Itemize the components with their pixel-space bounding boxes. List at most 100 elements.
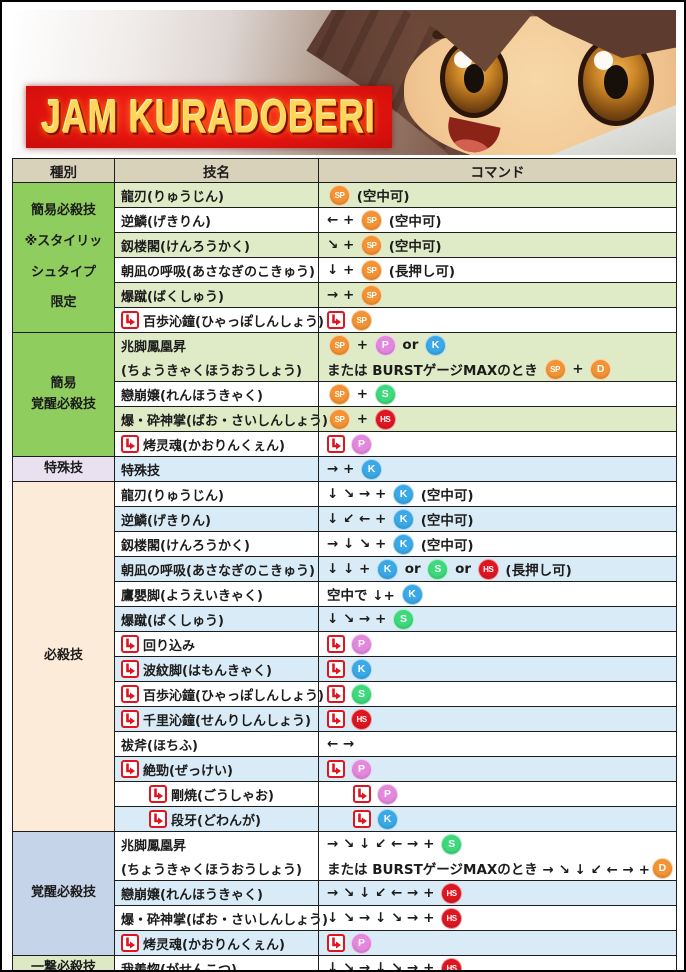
move-name-text: 千里沁鐘(せんりしんしょう) (143, 713, 311, 729)
move-row: 爆・砕神掌(ばお・さいしんしょう) SP + HS (13, 406, 677, 432)
section-label: 覚醒必殺技 (12, 831, 115, 956)
followup-arrow-icon (121, 934, 139, 952)
command-cell: P (318, 781, 677, 807)
hs-button-icon: HS (441, 957, 463, 970)
command-cell: ↓ ↘ → + K (空中可) (318, 481, 677, 507)
command-line: ↓ ↘ → + K (空中可) (319, 482, 676, 506)
move-row: 剛焼(ごうしゃお) P (13, 781, 677, 807)
command-text: ↓ ↘ → + (327, 611, 392, 627)
move-name-line: 戀崩嬢(れんほうきゃく) (115, 382, 318, 406)
section-label: 一撃必殺技 (12, 955, 115, 970)
command-text: + (567, 361, 589, 377)
command-line: または BURSTゲージMAXのとき SP + D (319, 357, 676, 381)
move-name-cell: 龍刃(りゅうじん) (114, 182, 319, 208)
move-name-text: 剛焼(ごうしゃお) (171, 788, 274, 804)
followup-arrow-icon (327, 660, 345, 678)
command-text: → ↓ ↘ + (327, 536, 392, 552)
command-text: ↓ ↓ + (327, 561, 376, 577)
s-button-icon: S (441, 833, 463, 855)
move-name-cell: 釼楼閣(けんろうかく) (114, 232, 319, 258)
section-label: 特殊技 (12, 456, 115, 482)
command-cell: HS (318, 706, 677, 732)
followup-arrow-icon (353, 810, 371, 828)
sp-button-icon: SP (361, 234, 383, 256)
command-text: (空中可) (384, 239, 442, 255)
move-name-cell: 爆蹴(ばくしゅう) (114, 606, 319, 632)
command-line: → + K (319, 457, 676, 481)
command-cell: P (318, 756, 677, 782)
move-row: 特殊技 特殊技 → + K (12, 456, 677, 482)
column-header: 種別 (12, 158, 115, 183)
followup-arrow-icon (121, 311, 139, 329)
k-button-icon: K (393, 508, 415, 530)
sp-button-icon: SP (329, 408, 350, 430)
command-text: or (450, 561, 476, 577)
followup-arrow-icon (327, 934, 345, 952)
move-name-text: 爆蹴(ばくしゅう) (121, 613, 224, 629)
hs-button-icon: HS (441, 907, 463, 929)
s-button-icon: S (351, 683, 372, 705)
command-line: P (319, 632, 676, 656)
move-name-line: 爆・砕神掌(ばお・さいしんしょう) (115, 906, 328, 930)
command-cell: ↓ ↓ + K or S or HS (長押し可) (318, 556, 677, 582)
command-line: SP (319, 308, 676, 332)
move-name-line: 兆脚鳳凰昇 (115, 832, 318, 856)
command-cell: → ↘ ↓ ↙ ← → + HS (318, 880, 677, 906)
d-button-icon: D (651, 857, 673, 879)
k-button-icon: K (393, 533, 415, 555)
move-name-text: 絶勁(ぜっけい) (143, 763, 233, 779)
move-name-cell: 剛焼(ごうしゃお) (114, 781, 319, 807)
command-cell: ↓ ↘ → ↓ ↘ → + HS (318, 955, 677, 970)
move-name-text: 朝凪の呼吸(あさなぎのこきゅう) (121, 563, 315, 579)
command-line: K (319, 807, 676, 831)
move-row: 烤灵魂(かおりんくぇん) P (13, 431, 677, 457)
move-row: 簡易必殺技 ※スタイリッ シュタイプ 限定 龍刃(りゅうじん) SP (空中可) (12, 182, 677, 333)
move-name-text: 逆鱗(げきりん) (121, 513, 211, 529)
p-button-icon: P (374, 334, 396, 356)
command-line: SP (空中可) (319, 183, 676, 207)
command-text: → ↘ ↓ ↙ ← → + (327, 885, 440, 901)
section-label: 簡易 覚醒必殺技 (12, 332, 115, 457)
move-name-line: 剛焼(ごうしゃお) (115, 782, 318, 806)
move-name-text: 烤灵魂(かおりんくぇん) (143, 438, 285, 454)
command-cell: ↓ + SP (長押し可) (318, 257, 677, 283)
followup-arrow-icon (121, 660, 139, 678)
move-row: 朝凪の呼吸(あさなぎのこきゅう) ↓ ↓ + K or S or HS (長押し可… (13, 556, 677, 582)
move-name-cell: 戀崩嬢(れんほうきゃく) (114, 381, 319, 407)
section-label-line: 限定 (50, 295, 77, 311)
followup-arrow-icon (121, 435, 139, 453)
command-cell: → ↘ ↓ ↙ ← → + S または BURSTゲージMAXのとき → ↘ ↓ … (318, 831, 677, 881)
move-name-text: 釼楼閣(けんろうかく) (121, 239, 250, 255)
move-name-cell: 戀崩嬢(れんほうきゃく) (114, 880, 319, 906)
move-name-line: 絶勁(ぜっけい) (115, 757, 318, 781)
command-line: SP + P or K (319, 333, 676, 357)
command-cell: S (318, 681, 677, 707)
k-button-icon: K (393, 483, 415, 505)
command-cell: K (318, 806, 677, 832)
move-row: 逆鱗(げきりん) ↓ ↙ ← + K (空中可) (13, 506, 677, 532)
followup-arrow-icon (121, 760, 139, 778)
k-button-icon: K (425, 334, 447, 356)
sp-button-icon: SP (361, 284, 383, 306)
command-line: ↓ + SP (長押し可) (319, 258, 676, 282)
move-list-table: 種別 技名 コマンド 簡易必殺技 ※スタイリッ シュタイプ 限定 龍刃(りゅうじん) SP (… (12, 158, 677, 970)
move-name-text: 祓斧(ほちふ) (121, 738, 198, 754)
move-name-cell: 波紋脚(はもんきゃく) (114, 656, 319, 682)
move-row: 千里沁鐘(せんりしんしょう) HS (13, 706, 677, 732)
p-button-icon: P (377, 783, 398, 805)
move-name-line: 烤灵魂(かおりんくぇん) (115, 432, 318, 456)
move-name-line: 朝凪の呼吸(あさなぎのこきゅう) (115, 258, 318, 282)
command-cell: SP + S (318, 381, 677, 407)
command-text: or (400, 561, 426, 577)
move-name-cell: 我羨惚(がせんこつ) (114, 955, 319, 970)
command-cell: P (318, 930, 677, 956)
s-button-icon: S (427, 558, 449, 580)
command-text: + (352, 411, 373, 427)
command-cell: ← + SP (空中可) (318, 207, 677, 233)
move-name-text: 朝凪の呼吸(あさなぎのこきゅう) (121, 264, 315, 280)
move-name-line: 波紋脚(はもんきゃく) (115, 657, 318, 681)
move-name-text: 回り込み (143, 638, 196, 654)
move-name-cell: 爆・砕神掌(ばお・さいしんしょう) (114, 905, 328, 931)
move-name-line: 千里沁鐘(せんりしんしょう) (115, 707, 318, 731)
